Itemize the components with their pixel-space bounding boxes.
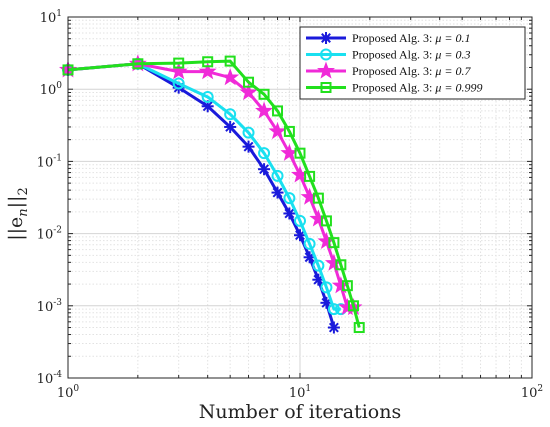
data-point [172,77,185,90]
legend-label: Proposed Alg. 3: μ = 0.3 [352,48,470,62]
legend-entry: Proposed Alg. 3: μ = 0.999 [306,81,482,95]
data-point [283,192,296,205]
y-tick-label: 100 [40,81,63,98]
data-point [242,140,255,153]
data-point [294,229,306,242]
data-point [283,207,296,220]
data-point [320,215,332,227]
data-point [258,88,270,100]
legend-label: Proposed Alg. 3: μ = 0.7 [352,64,471,78]
data-point [271,169,284,182]
data-point [221,68,240,86]
data-point [327,303,340,316]
x-tick-label: 101 [289,384,311,401]
y-axis-label: ||en||2 [5,187,31,241]
data-point [201,90,214,103]
legend-entry: Proposed Alg. 3: μ = 0.3 [306,48,470,62]
data-point [283,125,295,137]
data-point [243,76,255,88]
data-point [312,273,325,286]
data-point [271,186,284,199]
legend: Proposed Alg. 3: μ = 0.1 Proposed Alg. 3:… [299,26,526,100]
x-axis-label: Number of iterations [199,401,401,423]
data-point [173,57,185,69]
plot-frame [67,16,533,379]
y-tick-label: 10-4 [37,370,63,387]
legend-entry: Proposed Alg. 3: μ = 0.1 [306,31,470,45]
data-point [202,56,214,68]
data-point [341,280,353,292]
data-point [328,237,340,249]
data-point [258,163,271,176]
data-point [312,259,325,272]
y-tick-labels: 10-4 10-3 10-2 10-1 100 101 [37,9,63,387]
legend-marker [320,48,332,61]
plot-series [58,54,365,334]
x-tick-label: 100 [57,384,80,401]
legend-entry: Proposed Alg. 3: μ = 0.7 [306,61,471,79]
data-point [327,321,340,334]
data-point [198,62,217,80]
data-point [224,120,237,133]
data-point [272,105,284,117]
series-4 [62,55,365,334]
legend-label: Proposed Alg. 3: μ = 0.1 [352,31,470,45]
legend-marker [320,82,332,93]
x-tick-labels: 100 101 102 [57,384,543,401]
data-point [132,58,144,70]
series-line [67,62,341,311]
legend-marker [316,61,336,79]
data-point [294,214,306,227]
legend-marker [320,32,332,44]
data-point [304,170,316,182]
y-tick-label: 10-2 [37,226,62,243]
y-tick-label: 101 [40,9,62,26]
data-point [353,322,365,334]
series-line [67,62,336,328]
data-point [294,147,306,159]
data-point [320,281,333,294]
x-tick-label: 102 [521,384,543,401]
data-point [255,101,274,119]
data-point [335,259,347,271]
data-point [303,237,316,250]
data-point [239,83,258,101]
data-point [169,62,188,80]
y-tick-label: 10-1 [37,153,62,170]
data-point [224,108,237,121]
data-point [347,300,359,312]
data-point [312,192,324,204]
data-point [258,147,271,160]
data-point [224,55,236,67]
legend-label: Proposed Alg. 3: μ = 0.999 [352,81,482,95]
y-tick-label: 10-3 [37,298,63,315]
data-point [242,126,255,139]
data-point [268,121,287,140]
